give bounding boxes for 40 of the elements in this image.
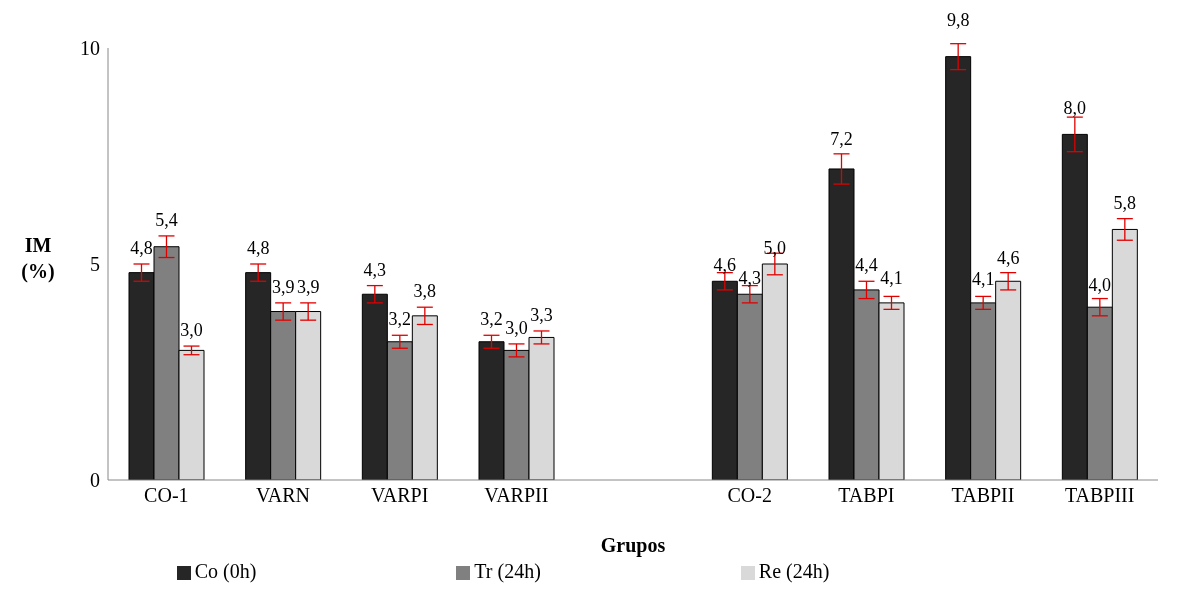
data-label: 4,4 [855, 255, 878, 276]
data-label: 4,8 [130, 238, 153, 258]
x-tick-label: CO-1 [144, 484, 189, 507]
y-tick-label: 0 [90, 469, 100, 492]
data-label: 3,8 [413, 281, 437, 302]
x-tick-label: VARPII [484, 484, 549, 507]
data-label: 3,2 [388, 309, 412, 330]
data-label: 3,3 [530, 304, 553, 325]
x-tick-label: VARN [255, 484, 311, 507]
data-label: 5,8 [1113, 192, 1137, 213]
x-axis-title: Grupos [600, 534, 666, 557]
data-label: 4,0 [1088, 274, 1112, 295]
x-tick-label: TABPII [951, 484, 1015, 507]
data-label: 4,1 [971, 268, 995, 289]
data-label: 3,0 [180, 320, 203, 341]
data-label: 9,8 [946, 10, 970, 31]
data-label: 3,9 [296, 276, 320, 297]
data-label: 3,2 [480, 309, 503, 330]
data-label: 4,3 [363, 259, 387, 280]
y-tick-label: 5 [90, 253, 100, 276]
data-label: 4,1 [880, 268, 903, 289]
data-label: 3,0 [505, 317, 528, 338]
data-label: 4,6 [996, 248, 1020, 269]
y-axis-title: IM (%) [21, 234, 55, 283]
data-label: 4,3 [738, 268, 762, 289]
data-label: 5,0 [763, 238, 787, 258]
data-label: 7,2 [830, 129, 853, 150]
data-label: 3,9 [271, 276, 295, 297]
data-label: 8,0 [1063, 97, 1087, 118]
x-tick-label: TABPIII [1064, 484, 1135, 507]
data-label: 4,6 [713, 255, 737, 276]
x-tick-label: TABPI [838, 484, 895, 507]
x-tick-label: VARPI [370, 484, 429, 507]
data-label: 5,4 [155, 209, 178, 230]
x-tick-label: CO-2 [727, 484, 772, 507]
y-tick-label: 10 [80, 37, 100, 60]
data-label: 4,8 [246, 238, 270, 258]
legend-label: Re (24h) [758, 560, 830, 582]
legend-label: Tr (24h) [474, 560, 541, 582]
legend-label: Co (0h) [194, 560, 257, 582]
